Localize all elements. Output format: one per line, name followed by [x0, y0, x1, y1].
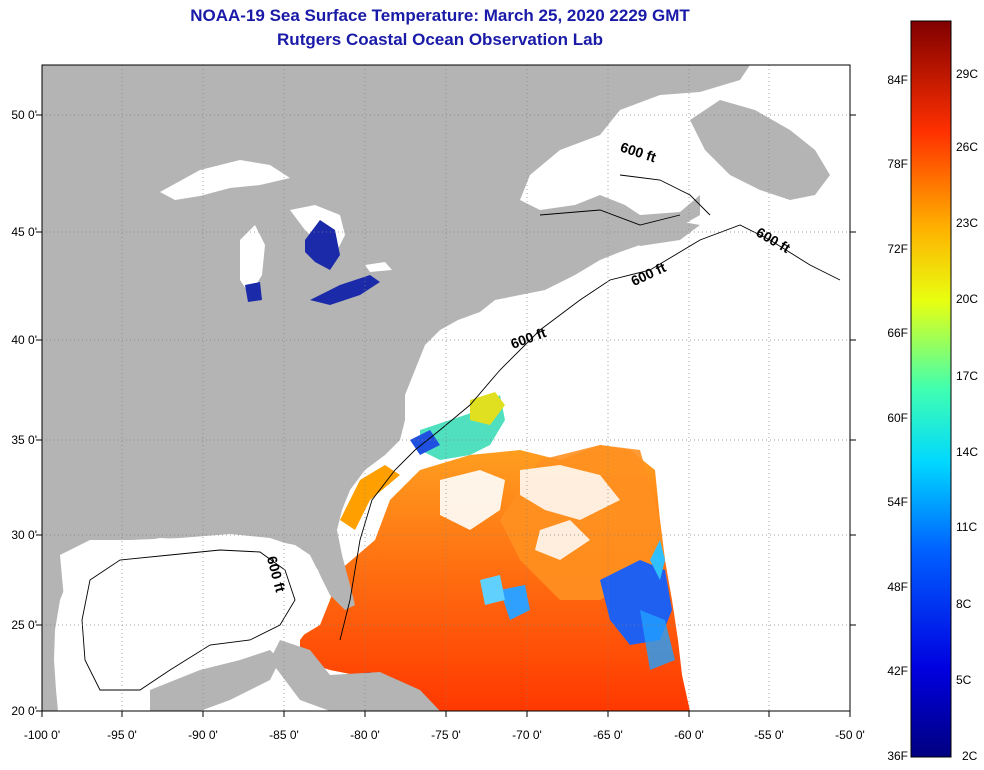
lon-label: -100 0'	[23, 728, 61, 742]
lon-label: -50 0'	[835, 728, 865, 742]
colorbar-f-label: 36F	[887, 749, 908, 763]
lat-label: 30 0'	[11, 528, 37, 542]
colorbar-c-label: 11C	[956, 520, 978, 534]
colorbar-f-label: 54F	[887, 495, 908, 509]
axis-ticks	[36, 114, 856, 717]
colorbar-f-label: 78F	[887, 157, 908, 171]
lon-label: -75 0'	[431, 728, 461, 742]
lon-label: -85 0'	[269, 728, 299, 742]
lat-label: 25 0'	[11, 618, 37, 632]
colorbar-c-label: 23C	[956, 216, 979, 230]
lat-label: 20 0'	[11, 704, 37, 718]
lat-label: 45 0'	[11, 225, 37, 239]
lat-label: 50 0'	[11, 108, 37, 122]
lon-label: -80 0'	[350, 728, 380, 742]
colorbar-c-label: 20C	[956, 292, 979, 306]
great-lakes	[160, 160, 392, 305]
lon-label: -60 0'	[674, 728, 704, 742]
colorbar-f-label: 42F	[887, 664, 908, 678]
colorbar	[910, 20, 952, 758]
colorbar-f-label: 60F	[887, 411, 908, 425]
colorbar-c-label: 17C	[956, 369, 979, 383]
colorbar-c-label: 26C	[956, 140, 979, 154]
colorbar-f-label: 48F	[887, 580, 908, 594]
map-subtitle: Rutgers Coastal Ocean Observation Lab	[277, 30, 603, 49]
colorbar-c-label: 29C	[956, 67, 979, 81]
graticule	[42, 65, 850, 711]
colorbar-c-label: 5C	[956, 673, 972, 687]
landmass-layer	[42, 65, 830, 711]
lat-label: 35 0'	[11, 433, 37, 447]
lon-label: -55 0'	[754, 728, 784, 742]
colorbar-c-label: 14C	[956, 445, 979, 459]
lat-label: 40 0'	[11, 333, 37, 347]
lon-label: -90 0'	[188, 728, 218, 742]
lon-label: -95 0'	[107, 728, 137, 742]
isobath-600ft	[81, 174, 841, 691]
map-title: NOAA-19 Sea Surface Temperature: March 2…	[190, 6, 690, 25]
lon-label: -70 0'	[512, 728, 542, 742]
colorbar-c-label: 8C	[956, 597, 972, 611]
sst-data-layer	[300, 392, 690, 711]
lon-label: -65 0'	[593, 728, 623, 742]
colorbar-c-label: 2C	[962, 749, 978, 763]
colorbar-f-label: 84F	[887, 73, 908, 87]
colorbar-f-label: 66F	[887, 326, 908, 340]
colorbar-f-label: 72F	[887, 242, 908, 256]
